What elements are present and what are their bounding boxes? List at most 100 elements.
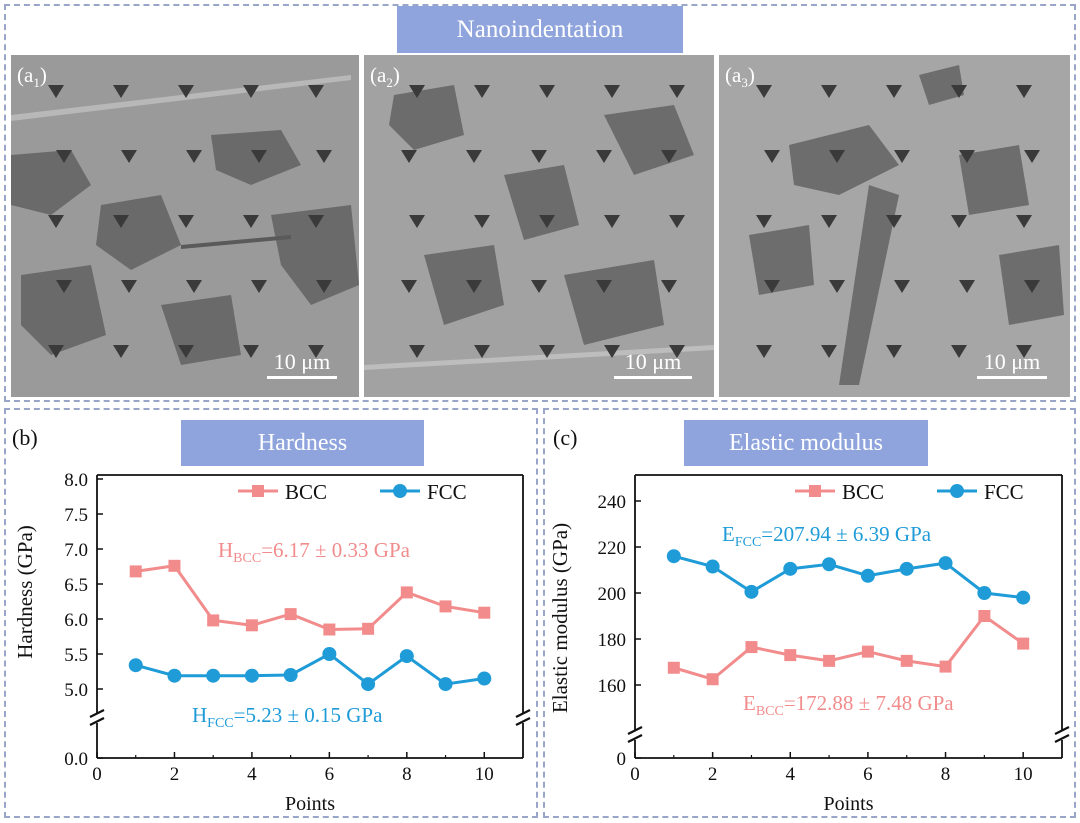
indent-mark bbox=[604, 345, 620, 358]
y-tick-label: 6.0 bbox=[64, 610, 88, 631]
indent-mark bbox=[829, 280, 845, 293]
indent-mark bbox=[401, 150, 417, 163]
indent-mark bbox=[409, 215, 425, 228]
modulus-badge: Elastic modulus bbox=[684, 420, 928, 466]
indent-mark bbox=[821, 345, 837, 358]
data-point-fcc bbox=[128, 658, 143, 673]
x-tick-label: 10 bbox=[475, 764, 494, 785]
indent-mark bbox=[951, 345, 967, 358]
axis-break-mark bbox=[89, 709, 105, 718]
data-point-fcc bbox=[361, 677, 376, 692]
indent-mark bbox=[661, 280, 677, 293]
data-point-fcc bbox=[283, 668, 298, 682]
y-tick-label: 5.5 bbox=[64, 645, 88, 666]
indent-mark bbox=[113, 215, 129, 228]
data-point-bcc bbox=[439, 600, 452, 613]
data-point-fcc bbox=[783, 561, 798, 576]
axis-break-mark bbox=[515, 717, 531, 726]
data-point-bcc bbox=[823, 654, 836, 667]
y-tick-label: 240 bbox=[598, 492, 627, 513]
data-point-fcc bbox=[705, 559, 720, 574]
x-tick-label: 2 bbox=[708, 764, 718, 785]
y-axis-label: Hardness (GPa) bbox=[13, 525, 37, 659]
indent-mark bbox=[764, 150, 780, 163]
indent-mark bbox=[316, 150, 332, 163]
indent-mark bbox=[474, 85, 490, 98]
x-tick-label: 6 bbox=[863, 764, 873, 785]
axis-break-mark bbox=[515, 709, 531, 718]
indent-mark bbox=[466, 280, 482, 293]
series-line-bcc bbox=[135, 564, 485, 632]
axis-break-mark bbox=[1054, 734, 1070, 743]
data-point-fcc bbox=[206, 668, 221, 683]
y-tick-label: 7.5 bbox=[64, 505, 88, 526]
indent-mark bbox=[596, 280, 612, 293]
series-line-bcc bbox=[673, 613, 1025, 681]
indent-mark bbox=[894, 150, 910, 163]
indent-mark bbox=[951, 215, 967, 228]
indent-mark bbox=[596, 150, 612, 163]
scale-bar-a3: 10 μm bbox=[977, 349, 1047, 379]
data-point-bcc bbox=[939, 660, 952, 673]
indent-mark bbox=[474, 215, 490, 228]
indent-mark bbox=[669, 85, 685, 98]
indent-mark bbox=[894, 280, 910, 293]
indent-mark bbox=[48, 85, 64, 98]
axis-break-mark bbox=[627, 726, 643, 735]
data-point-bcc bbox=[207, 614, 220, 627]
data-point-fcc bbox=[322, 647, 337, 661]
data-point-bcc bbox=[400, 586, 413, 599]
axis-break-mark bbox=[627, 734, 643, 743]
data-point-bcc bbox=[745, 641, 758, 654]
indent-mark bbox=[178, 345, 194, 358]
indent-mark bbox=[756, 85, 772, 98]
legend-label-bcc: BCC bbox=[842, 480, 884, 504]
sem-texture-a1 bbox=[11, 55, 359, 397]
data-point-bcc bbox=[362, 622, 375, 635]
scale-bar-a1: 10 μm bbox=[267, 349, 337, 379]
legend-label-bcc: BCC bbox=[285, 480, 327, 504]
data-point-fcc bbox=[477, 671, 492, 686]
data-point-bcc bbox=[1017, 637, 1030, 650]
legend: BCC FCC bbox=[795, 480, 1024, 504]
indent-mark bbox=[251, 280, 267, 293]
modulus-frame bbox=[543, 408, 1076, 818]
indent-mark bbox=[1016, 345, 1032, 358]
indent-mark bbox=[409, 85, 425, 98]
indent-mark bbox=[959, 280, 975, 293]
indent-mark bbox=[821, 215, 837, 228]
sem-texture-a2 bbox=[364, 55, 714, 397]
indent-mark bbox=[113, 85, 129, 98]
indent-mark bbox=[764, 280, 780, 293]
y-tick-label: 0.0 bbox=[64, 749, 88, 770]
indent-mark bbox=[669, 215, 685, 228]
series-line-fcc bbox=[673, 554, 1024, 600]
data-point-bcc bbox=[978, 610, 991, 622]
legend-label-fcc: FCC bbox=[984, 480, 1024, 504]
legend-marker bbox=[393, 484, 407, 498]
x-tick-label: 0 bbox=[92, 764, 102, 785]
y-tick-label: 160 bbox=[598, 676, 627, 697]
x-tick-label: 8 bbox=[941, 764, 951, 785]
panel-label: (c) bbox=[553, 425, 577, 450]
indent-mark bbox=[243, 85, 259, 98]
nanoindentation-badge: Nanoindentation bbox=[397, 6, 683, 53]
y-tick-label: 5.0 bbox=[64, 680, 88, 701]
indent-mark bbox=[243, 215, 259, 228]
legend-marker bbox=[809, 485, 821, 497]
indent-mark bbox=[251, 150, 267, 163]
data-point-bcc bbox=[706, 673, 719, 686]
data-point-fcc bbox=[167, 668, 182, 683]
indent-mark bbox=[539, 215, 555, 228]
data-point-fcc bbox=[744, 584, 759, 599]
indent-mark bbox=[829, 150, 845, 163]
sem-image-a3: (a3) 10 μm bbox=[719, 55, 1070, 397]
data-point-fcc bbox=[822, 557, 837, 572]
indent-mark bbox=[661, 150, 677, 163]
data-point-bcc bbox=[861, 645, 874, 658]
indent-mark bbox=[308, 85, 324, 98]
y-tick-label: 220 bbox=[598, 538, 627, 559]
indent-mark bbox=[531, 150, 547, 163]
indent-mark bbox=[308, 215, 324, 228]
indent-mark bbox=[539, 85, 555, 98]
